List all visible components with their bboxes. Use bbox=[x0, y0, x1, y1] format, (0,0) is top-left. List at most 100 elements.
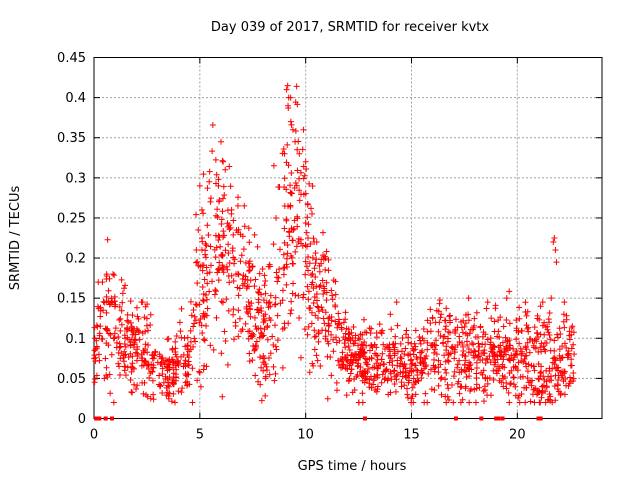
data-point bbox=[328, 287, 335, 294]
data-point bbox=[142, 345, 149, 352]
data-point bbox=[437, 314, 444, 321]
data-point bbox=[432, 319, 439, 326]
data-point bbox=[360, 353, 367, 360]
data-point bbox=[107, 331, 114, 338]
data-point bbox=[258, 397, 265, 404]
data-point bbox=[145, 361, 152, 368]
data-point bbox=[323, 248, 330, 255]
data-point bbox=[116, 340, 123, 347]
data-point bbox=[342, 365, 349, 372]
data-point bbox=[172, 377, 179, 384]
y-tick-label: 0.1 bbox=[65, 332, 86, 347]
data-point bbox=[218, 298, 225, 305]
data-point bbox=[568, 331, 575, 338]
data-point bbox=[287, 203, 294, 210]
data-point bbox=[350, 324, 357, 331]
data-point bbox=[533, 338, 540, 345]
data-point bbox=[464, 341, 471, 348]
data-point bbox=[411, 340, 418, 347]
zero-value-point bbox=[97, 416, 102, 421]
data-point bbox=[397, 340, 404, 347]
data-point bbox=[342, 344, 349, 351]
data-point bbox=[320, 315, 327, 322]
data-point bbox=[480, 398, 487, 405]
data-point bbox=[361, 349, 368, 356]
data-point bbox=[556, 346, 563, 353]
data-point bbox=[459, 329, 466, 336]
data-point bbox=[445, 350, 452, 357]
data-point bbox=[399, 360, 406, 367]
data-point bbox=[93, 322, 100, 329]
data-point bbox=[291, 184, 298, 191]
data-point bbox=[413, 366, 420, 373]
data-point bbox=[101, 299, 108, 306]
data-point bbox=[443, 305, 450, 312]
data-point bbox=[144, 301, 151, 308]
data-point bbox=[226, 259, 233, 266]
data-point bbox=[431, 341, 438, 348]
data-point bbox=[94, 323, 101, 330]
y-tick-label: 0.2 bbox=[65, 252, 86, 267]
data-point bbox=[304, 243, 311, 250]
data-point bbox=[523, 312, 530, 319]
data-point bbox=[431, 386, 438, 393]
data-point bbox=[202, 254, 209, 261]
data-point bbox=[433, 307, 440, 314]
data-point bbox=[347, 336, 354, 343]
data-point bbox=[515, 359, 522, 366]
data-point bbox=[551, 337, 558, 344]
data-point bbox=[363, 342, 370, 349]
data-point bbox=[246, 264, 253, 271]
data-point bbox=[127, 319, 134, 326]
data-point bbox=[304, 214, 311, 221]
data-point bbox=[185, 358, 192, 365]
data-point bbox=[189, 399, 196, 406]
data-point bbox=[222, 337, 229, 344]
data-point bbox=[202, 247, 209, 254]
data-point bbox=[226, 226, 233, 233]
data-point bbox=[292, 128, 299, 135]
data-point bbox=[427, 320, 434, 327]
data-point bbox=[225, 307, 232, 314]
data-point bbox=[328, 331, 335, 338]
data-point bbox=[503, 343, 510, 350]
data-point bbox=[339, 361, 346, 368]
data-point bbox=[314, 303, 321, 310]
data-point bbox=[220, 234, 227, 241]
data-point bbox=[269, 333, 276, 340]
data-point bbox=[249, 333, 256, 340]
data-point bbox=[518, 350, 525, 357]
data-point bbox=[296, 197, 303, 204]
data-point bbox=[293, 83, 300, 90]
data-point bbox=[122, 335, 129, 342]
data-point bbox=[252, 372, 259, 379]
data-point bbox=[207, 243, 214, 250]
data-point bbox=[312, 312, 319, 319]
data-point bbox=[305, 323, 312, 330]
y-tick-label: 0.35 bbox=[57, 131, 86, 146]
data-point bbox=[347, 370, 354, 377]
data-point bbox=[138, 355, 145, 362]
data-point bbox=[294, 223, 301, 230]
data-point bbox=[387, 355, 394, 362]
data-point bbox=[379, 371, 386, 378]
data-point bbox=[127, 350, 134, 357]
data-point bbox=[306, 180, 313, 187]
data-point bbox=[235, 271, 242, 278]
data-point bbox=[216, 267, 223, 274]
data-point bbox=[386, 359, 393, 366]
data-point bbox=[487, 335, 494, 342]
data-point bbox=[124, 317, 131, 324]
data-point bbox=[552, 247, 559, 254]
data-point bbox=[131, 339, 138, 346]
data-point bbox=[225, 250, 232, 257]
data-point bbox=[313, 352, 320, 359]
data-point bbox=[467, 326, 474, 333]
data-point bbox=[295, 292, 302, 299]
data-point bbox=[139, 299, 146, 306]
data-point bbox=[338, 364, 345, 371]
data-point bbox=[473, 309, 480, 316]
data-point bbox=[535, 348, 542, 355]
data-point bbox=[442, 326, 449, 333]
data-point bbox=[209, 278, 216, 285]
